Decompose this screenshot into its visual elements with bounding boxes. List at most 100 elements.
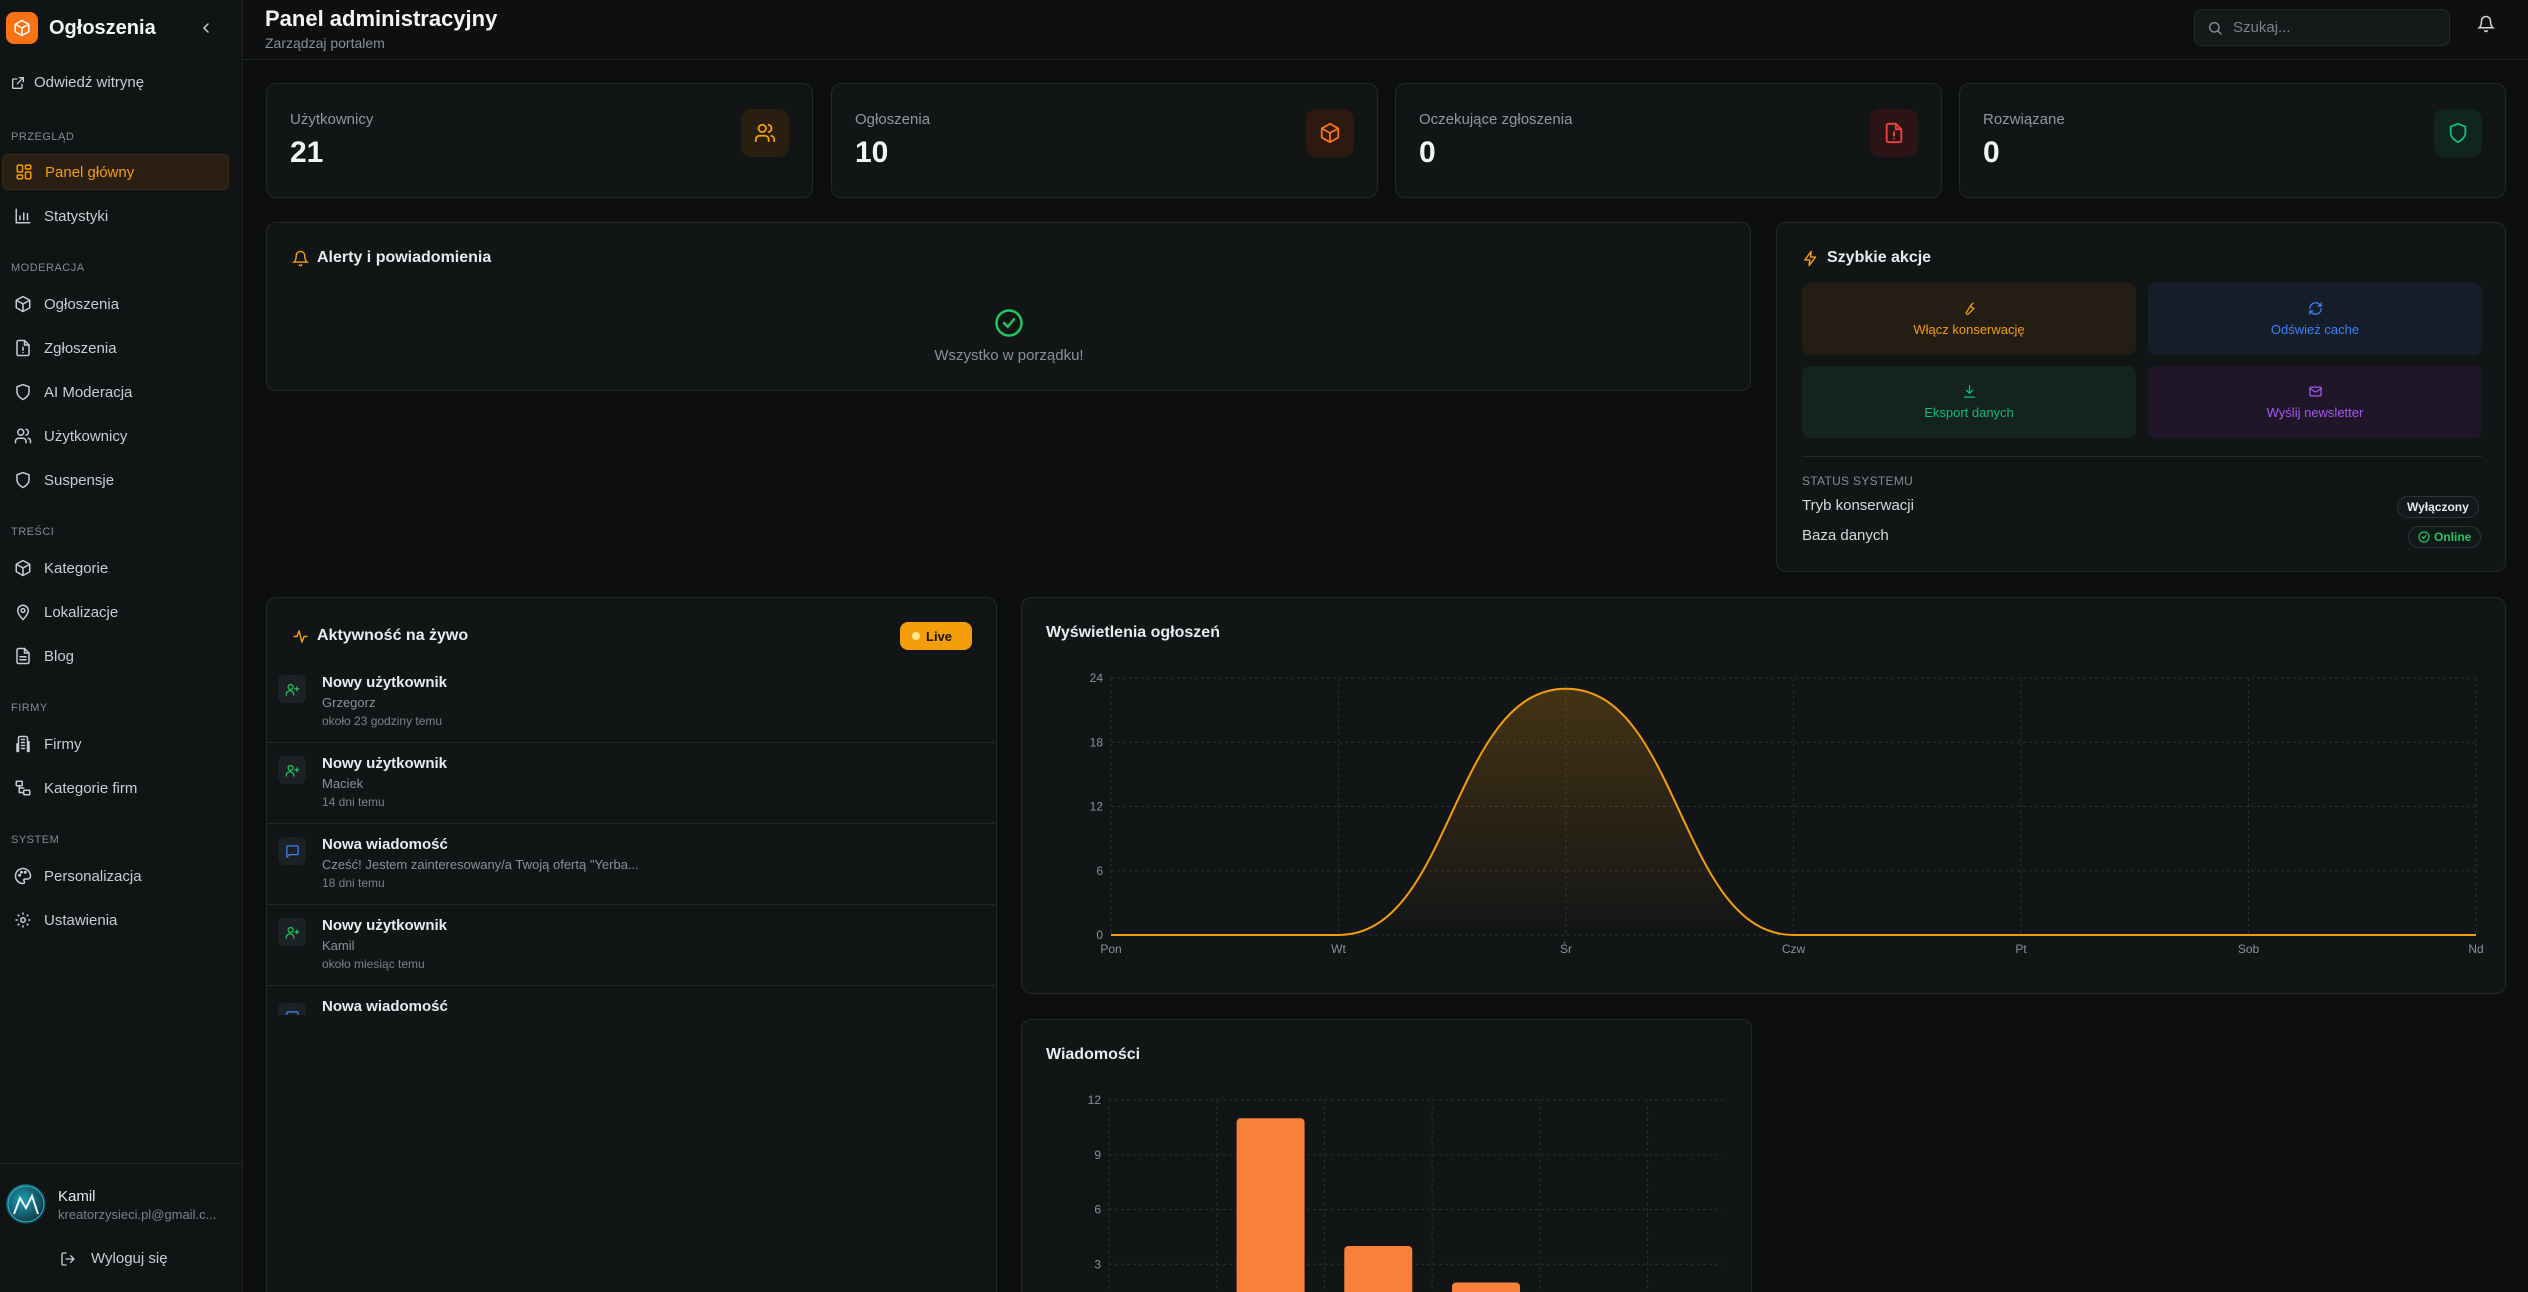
alerts-title-text: Alerty i powiadomienia: [317, 249, 492, 266]
lightning-icon: [1804, 250, 1817, 266]
external-link-icon: [12, 76, 24, 89]
notifications-button[interactable]: [2477, 15, 2495, 33]
user-plus-icon: [278, 756, 306, 784]
sidebar-item-label: Ustawienia: [44, 911, 118, 929]
database-label: Baza danych: [1802, 527, 1889, 544]
brand[interactable]: Ogłoszenia: [6, 12, 156, 44]
file-text-icon: [16, 647, 30, 665]
message-icon: [278, 1003, 306, 1015]
sidebar-item-firms[interactable]: Firmy: [2, 726, 229, 762]
stat-value: 0: [1419, 136, 1436, 169]
maintenance-mode-label: Tryb konserwacji: [1802, 497, 1914, 514]
y-tick-label: 9: [1094, 1148, 1101, 1162]
messages-chart: 3 6 9 12: [1088, 1093, 1723, 1292]
sidebar-item-locations[interactable]: Lokalizacje: [2, 594, 229, 630]
sidebar-item-stats[interactable]: Statystyki: [2, 198, 229, 234]
section-moderation: MODERACJA: [11, 262, 85, 274]
y-tick-label: 24: [1090, 671, 1104, 685]
activity-item-title: Nowy użytkownik: [322, 917, 448, 934]
views-chart-title: Wyświetlenia ogłoszeń: [1046, 624, 1220, 641]
chevron-left-icon: [202, 23, 209, 33]
sidebar-item-label: Zgłoszenia: [44, 339, 117, 357]
messages-chart-title: Wiadomości: [1046, 1046, 1141, 1063]
sidebar-item-categories[interactable]: Kategorie: [2, 550, 229, 586]
views-chart: 0 6 12 18 24 Pon Wt Śr Czw Pt Sob Nd: [1090, 671, 2484, 956]
sidebar-item-ai-moderation[interactable]: AI Moderacja: [2, 374, 229, 410]
x-tick-label: Śr: [1560, 941, 1572, 956]
sidebar-footer-divider: [0, 1163, 243, 1164]
export-data-label: Eksport danych: [1924, 405, 2014, 420]
activity-card: [266, 597, 997, 1292]
sidebar-item-blog[interactable]: Blog: [2, 638, 229, 674]
y-tick-label: 18: [1090, 735, 1104, 749]
sidebar-item-personalization[interactable]: Personalizacja: [2, 858, 229, 894]
check-circle-icon: [2418, 531, 2430, 543]
bell-icon: [292, 250, 309, 266]
list-item[interactable]: Nowy użytkownik Kamil około miesiąc temu: [266, 906, 995, 986]
sidebar-item-dashboard[interactable]: Panel główny: [2, 154, 229, 190]
brand-name: Ogłoszenia: [49, 16, 156, 39]
map-pin-icon: [16, 604, 30, 621]
maintenance-label: Włącz konserwację: [1913, 322, 2025, 337]
sidebar-item-settings[interactable]: Ustawienia: [2, 902, 229, 938]
maintenance-button[interactable]: Włącz konserwację: [1802, 283, 2136, 355]
collapse-sidebar-button[interactable]: [196, 18, 216, 38]
stat-label: Ogłoszenia: [855, 111, 931, 128]
section-system: SYSTEM: [11, 834, 60, 846]
sidebar-item-ads[interactable]: Ogłoszenia: [2, 286, 229, 322]
refresh-cache-button[interactable]: Odśwież cache: [2148, 283, 2482, 355]
check-circle-icon: [994, 308, 1024, 338]
activity-item-title: Nowy użytkownik: [322, 674, 448, 691]
user-email: kreatorzysieci.pl@gmail.c...: [58, 1207, 217, 1222]
search-input[interactable]: [2233, 19, 2433, 36]
alerts-title: Alerty i powiadomienia: [292, 249, 491, 267]
list-item[interactable]: Nowa wiadomość Cześć! Jestem zainteresow…: [266, 825, 995, 905]
area-fill: [1111, 688, 2476, 935]
stat-card-ads: Ogłoszenia 10: [831, 83, 1378, 198]
sidebar-item-suspensions[interactable]: Suspensje: [2, 462, 229, 498]
search-box[interactable]: [2194, 9, 2450, 46]
alerts-empty-text: Wszystko w porządku!: [934, 347, 1084, 364]
download-icon: [1963, 385, 1975, 398]
sidebar-item-users[interactable]: Użytkownicy: [2, 418, 229, 454]
sidebar-item-firm-categories[interactable]: Kategorie firm: [2, 770, 229, 806]
sidebar-item-reports[interactable]: Zgłoszenia: [2, 330, 229, 366]
sidebar: Ogłoszenia Odwiedź witrynę PRZEGLĄD Pane…: [0, 0, 243, 1292]
x-tick-label: Nd: [2468, 942, 2483, 956]
sidebar-item-label: AI Moderacja: [44, 383, 133, 401]
bar: [1344, 1246, 1413, 1292]
page-title: Panel administracyjny: [265, 6, 498, 31]
quick-actions-title-text: Szybkie akcje: [1827, 249, 1932, 266]
bar: [1236, 1118, 1305, 1292]
logout-button[interactable]: Wyloguj się: [60, 1250, 168, 1267]
message-icon: [278, 837, 306, 865]
list-item[interactable]: Nowy użytkownik Grzegorz około 23 godzin…: [266, 663, 995, 743]
list-item[interactable]: Nowy użytkownik Maciek 14 dni temu: [266, 744, 995, 824]
dashboard-icon: [16, 164, 32, 180]
list-item[interactable]: Nowa wiadomość: [266, 987, 995, 1015]
send-newsletter-label: Wyślij newsletter: [2266, 405, 2364, 420]
x-tick-label: Sob: [2238, 942, 2260, 956]
box-logo-icon: [6, 12, 38, 44]
activity-title-text: Aktywność na żywo: [317, 627, 469, 644]
sidebar-item-label: Użytkownicy: [44, 427, 128, 445]
avatar[interactable]: [6, 1184, 46, 1224]
user-plus-icon: [278, 675, 306, 703]
stat-label: Użytkownicy: [290, 111, 374, 128]
activity-item-time: 18 dni temu: [322, 876, 385, 890]
send-newsletter-button[interactable]: Wyślij newsletter: [2148, 366, 2482, 438]
export-data-button[interactable]: Eksport danych: [1802, 366, 2136, 438]
visit-site-link[interactable]: Odwiedź witrynę: [10, 74, 144, 91]
x-tick-label: Pt: [2015, 942, 2027, 956]
quick-actions-title: Szybkie akcje: [1802, 249, 1931, 267]
stat-label: Oczekujące zgłoszenia: [1419, 111, 1573, 128]
file-alert-icon: [16, 339, 30, 357]
activity-item-time: 14 dni temu: [322, 795, 385, 809]
sidebar-item-label: Kategorie: [44, 559, 109, 577]
building-icon: [16, 735, 30, 753]
sidebar-item-label: Lokalizacje: [44, 603, 119, 621]
database-status-text: Online: [2434, 530, 2472, 544]
shield-icon: [16, 471, 30, 489]
shield-icon: [16, 383, 30, 401]
y-tick-label: 3: [1094, 1257, 1101, 1271]
